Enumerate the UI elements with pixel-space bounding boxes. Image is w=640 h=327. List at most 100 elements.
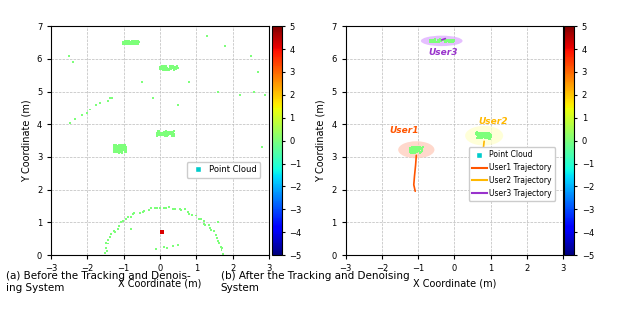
Point — [216, 244, 226, 250]
Point — [118, 143, 129, 148]
Point — [131, 39, 141, 44]
Point — [435, 38, 445, 43]
Point — [112, 149, 122, 155]
Point — [118, 219, 128, 224]
Point — [109, 149, 120, 155]
Point — [109, 144, 119, 149]
Point — [120, 143, 130, 148]
Legend: Point Cloud: Point Cloud — [187, 162, 260, 178]
Point — [479, 133, 489, 138]
Point — [172, 64, 182, 69]
Point — [165, 66, 175, 71]
Point — [157, 66, 167, 71]
Point — [151, 246, 161, 251]
Point — [109, 146, 120, 151]
Point — [154, 133, 164, 138]
Point — [408, 144, 419, 149]
Point — [444, 38, 454, 43]
Point — [474, 132, 484, 137]
Point — [117, 147, 127, 152]
Point — [478, 131, 488, 136]
Point — [481, 134, 491, 139]
Point — [410, 148, 420, 153]
Point — [474, 130, 484, 135]
Point — [479, 131, 489, 136]
Point — [478, 133, 488, 138]
Point — [161, 67, 172, 72]
Point — [485, 135, 495, 141]
Point — [429, 37, 439, 43]
Point — [121, 146, 131, 151]
Point — [116, 150, 127, 155]
Point — [119, 145, 129, 150]
Point — [410, 149, 420, 154]
Point — [116, 146, 127, 151]
Point — [117, 144, 127, 149]
Point — [406, 149, 417, 155]
Point — [121, 38, 131, 43]
Point — [424, 37, 435, 43]
Point — [168, 64, 178, 69]
Point — [408, 147, 419, 152]
Point — [408, 146, 418, 151]
Point — [476, 131, 486, 137]
Point — [117, 145, 127, 150]
Point — [114, 144, 124, 149]
Point — [164, 205, 174, 210]
Point — [159, 130, 169, 135]
Point — [166, 65, 177, 70]
Point — [476, 134, 486, 139]
Point — [159, 130, 169, 135]
Point — [115, 146, 125, 151]
Point — [472, 130, 482, 136]
Point — [165, 130, 175, 135]
Point — [126, 39, 136, 44]
Point — [112, 149, 122, 155]
Point — [474, 131, 484, 136]
Point — [171, 66, 181, 72]
Point — [183, 209, 193, 215]
Point — [156, 130, 166, 135]
Point — [128, 42, 138, 47]
Point — [101, 245, 111, 250]
Point — [168, 129, 179, 134]
Point — [473, 132, 483, 137]
Point — [417, 149, 427, 154]
Point — [444, 40, 454, 45]
Point — [118, 145, 128, 150]
Point — [405, 149, 415, 154]
Point — [444, 38, 454, 43]
Point — [159, 67, 169, 72]
Point — [477, 131, 487, 136]
Point — [408, 146, 418, 151]
Point — [171, 66, 181, 71]
Point — [431, 40, 442, 45]
Point — [414, 148, 424, 153]
Point — [154, 132, 164, 138]
Point — [409, 144, 419, 149]
Point — [409, 148, 419, 154]
Point — [444, 37, 454, 42]
Point — [476, 132, 486, 138]
Point — [160, 65, 170, 70]
Point — [111, 143, 121, 148]
Point — [166, 65, 177, 70]
Point — [471, 131, 481, 136]
Point — [166, 129, 177, 134]
Point — [417, 150, 427, 155]
Point — [160, 131, 170, 137]
Point — [126, 226, 136, 232]
Text: (a) Before the Tracking and Denois-
ing System: (a) Before the Tracking and Denois- ing … — [6, 271, 191, 293]
Point — [127, 40, 138, 45]
Point — [424, 37, 435, 42]
Point — [405, 149, 415, 155]
Point — [118, 144, 129, 149]
Point — [120, 147, 131, 152]
Point — [163, 129, 173, 134]
Point — [472, 136, 482, 141]
Point — [95, 100, 105, 106]
Point — [132, 42, 143, 47]
Point — [119, 40, 129, 45]
Point — [135, 210, 145, 215]
Point — [119, 143, 129, 148]
